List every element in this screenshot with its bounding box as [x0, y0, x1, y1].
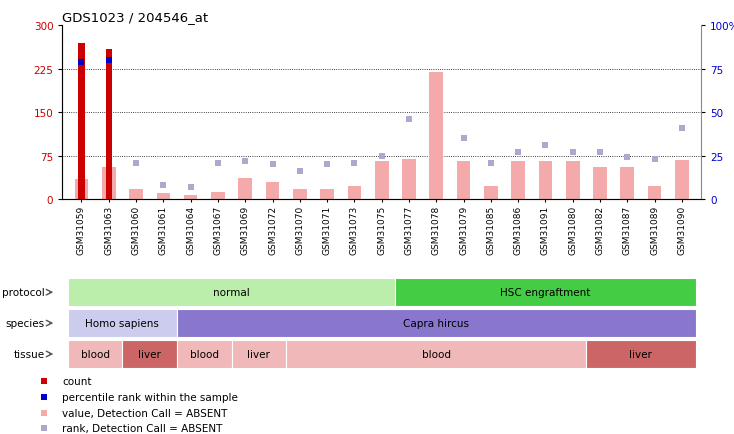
Text: blood: blood [422, 349, 451, 359]
Point [158, 182, 170, 189]
Bar [457, 162, 470, 200]
Bar [102, 168, 115, 200]
Bar [211, 193, 225, 200]
Point [594, 149, 606, 156]
Text: normal: normal [213, 288, 250, 297]
Point [294, 168, 305, 175]
Bar [156, 194, 170, 200]
Bar [348, 187, 361, 200]
Point [376, 153, 388, 160]
Point [38, 393, 50, 400]
Bar [106, 50, 112, 200]
Text: blood: blood [190, 349, 219, 359]
Bar [79, 43, 84, 200]
Bar [620, 168, 634, 200]
Bar [593, 168, 607, 200]
Bar [68, 278, 396, 307]
Bar [396, 278, 696, 307]
Text: GDS1023 / 204546_at: GDS1023 / 204546_at [62, 10, 208, 23]
Bar [123, 340, 177, 368]
Text: liver: liver [630, 349, 653, 359]
Bar [375, 162, 388, 200]
Point [321, 161, 333, 168]
Bar [648, 187, 661, 200]
Bar [675, 160, 688, 200]
Point [76, 59, 87, 66]
Bar [293, 189, 307, 200]
Bar [539, 162, 552, 200]
Point [567, 149, 578, 156]
Point [622, 155, 633, 161]
Bar [129, 189, 143, 200]
Point [212, 160, 224, 167]
Text: species: species [6, 319, 45, 328]
Bar [239, 178, 252, 200]
Point [349, 160, 360, 167]
Bar [429, 72, 443, 200]
Bar [402, 159, 415, 200]
Point [266, 161, 278, 168]
Bar [177, 309, 696, 338]
Point [649, 156, 661, 163]
Point [458, 135, 470, 142]
Text: tissue: tissue [14, 349, 45, 359]
Text: HSC engraftment: HSC engraftment [501, 288, 591, 297]
Bar [184, 196, 197, 200]
Bar [266, 182, 280, 200]
Bar [586, 340, 696, 368]
Text: liver: liver [138, 349, 161, 359]
Bar [68, 340, 123, 368]
Point [38, 409, 50, 416]
Point [485, 160, 497, 167]
Point [185, 184, 197, 191]
Bar [484, 187, 498, 200]
Text: rank, Detection Call = ABSENT: rank, Detection Call = ABSENT [62, 424, 222, 434]
Text: count: count [62, 376, 92, 386]
Bar [566, 162, 580, 200]
Point [539, 142, 551, 149]
Bar [75, 179, 88, 200]
Point [239, 158, 251, 165]
Point [38, 378, 50, 385]
Bar [320, 189, 334, 200]
Text: Homo sapiens: Homo sapiens [85, 319, 159, 328]
Bar [512, 162, 525, 200]
Text: Capra hircus: Capra hircus [403, 319, 469, 328]
Point [512, 149, 524, 156]
Bar [68, 309, 177, 338]
Text: blood: blood [81, 349, 109, 359]
Point [38, 425, 50, 432]
Point [403, 116, 415, 123]
Point [130, 160, 142, 167]
Text: value, Detection Call = ABSENT: value, Detection Call = ABSENT [62, 408, 228, 418]
Text: protocol: protocol [2, 288, 45, 297]
Text: liver: liver [247, 349, 270, 359]
Text: percentile rank within the sample: percentile rank within the sample [62, 392, 239, 402]
Bar [177, 340, 232, 368]
Point [103, 57, 115, 64]
Point [676, 125, 688, 132]
Bar [232, 340, 286, 368]
Bar [286, 340, 586, 368]
